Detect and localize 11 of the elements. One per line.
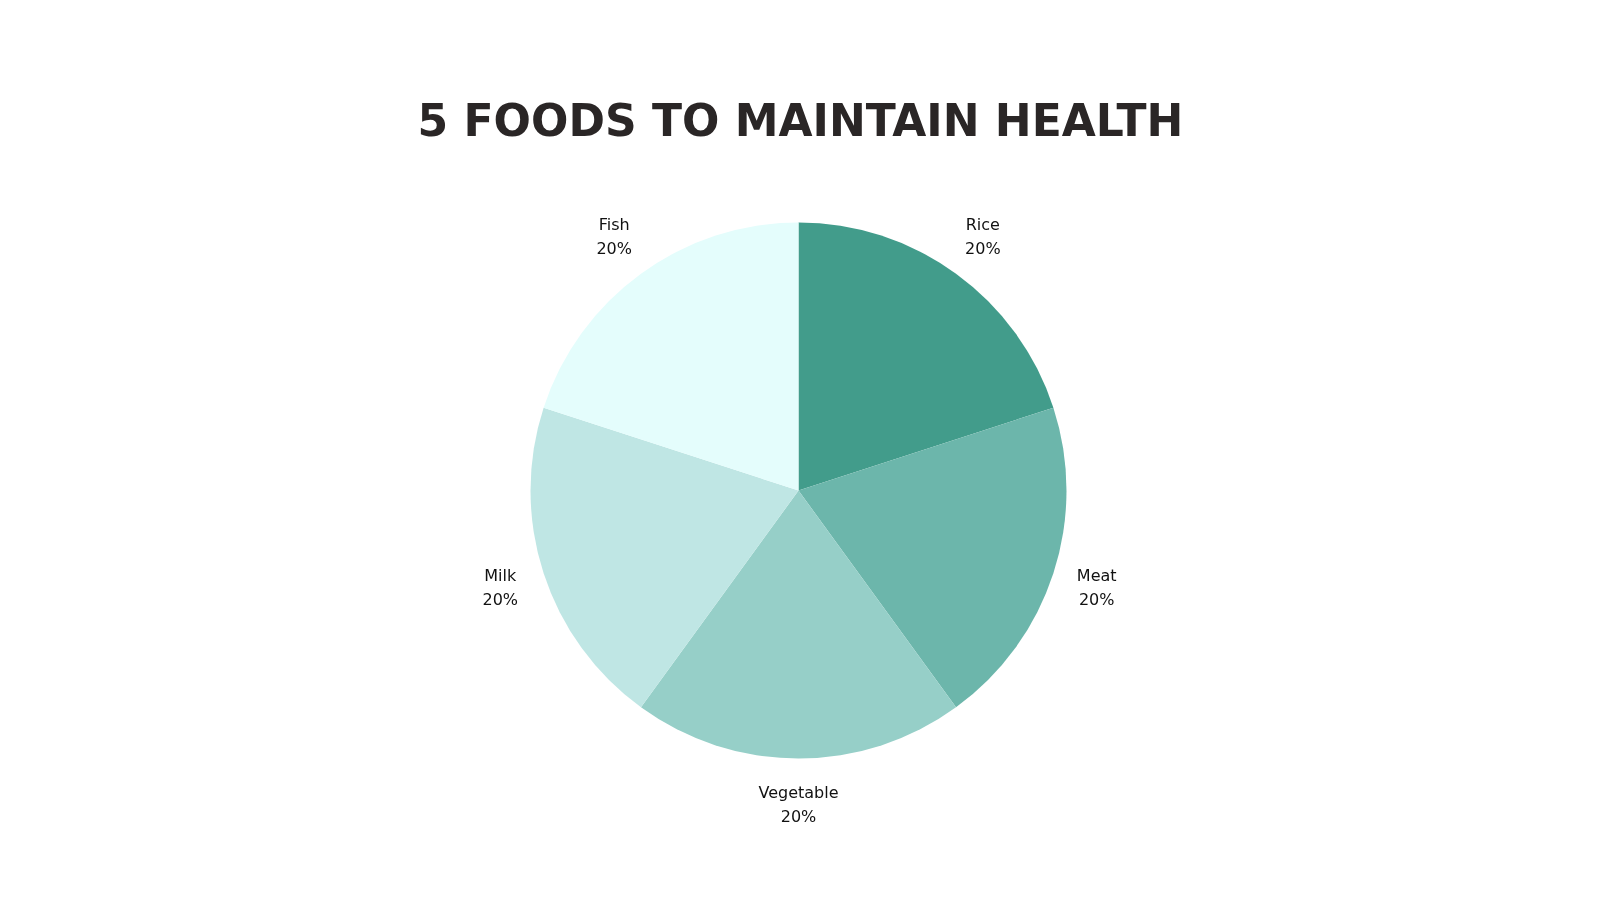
slice-label: Meat	[1076, 565, 1117, 585]
data-label: 20%	[482, 589, 519, 609]
data-label: 20%	[780, 806, 817, 826]
slice-label: Fish	[598, 215, 630, 235]
slice-label: Rice	[965, 215, 1000, 235]
data-label: 20%	[596, 239, 632, 259]
data-label: 20%	[965, 239, 1001, 259]
slice-label: Vegetable	[758, 782, 839, 802]
slice-label: Milk	[484, 565, 517, 585]
data-label: 20%	[1078, 589, 1115, 609]
chart-title: 5 FOODS TO MAINTAIN HEALTH	[417, 95, 1184, 146]
